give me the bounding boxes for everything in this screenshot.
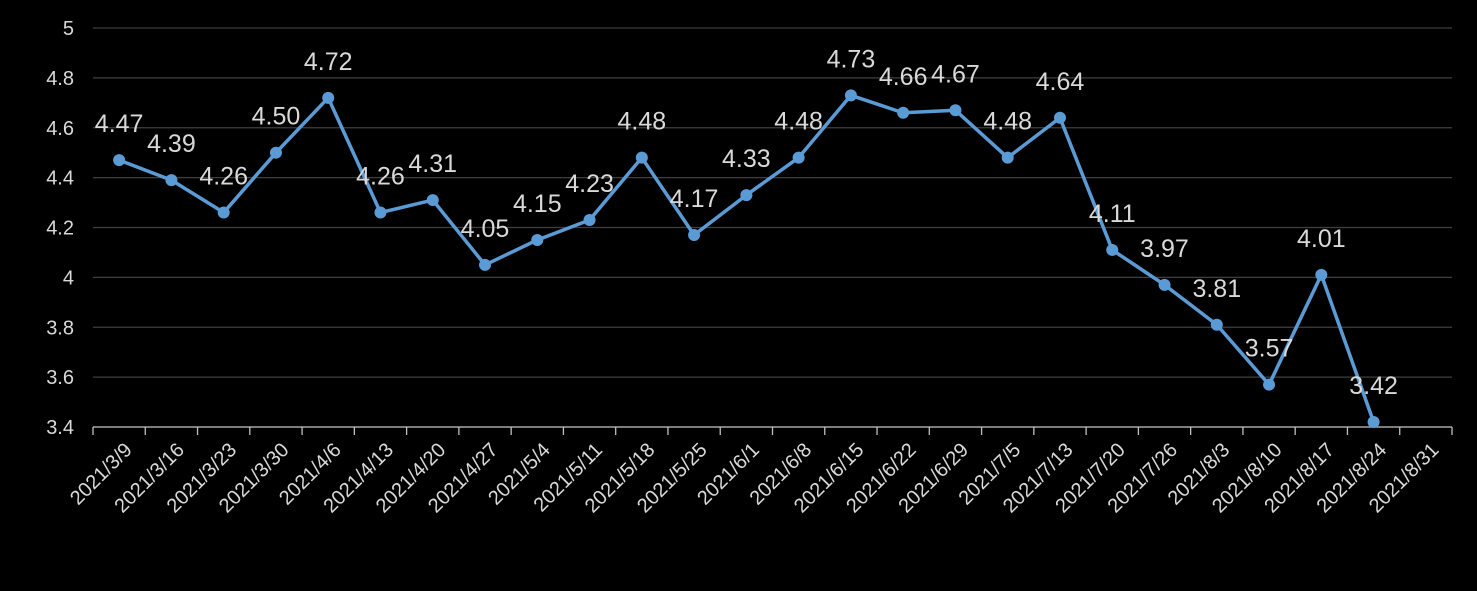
data-point <box>1263 378 1276 391</box>
y-tick-label: 3.4 <box>46 417 74 439</box>
data-point <box>897 106 910 119</box>
data-point <box>1106 243 1119 256</box>
data-label: 4.39 <box>147 130 196 158</box>
data-point <box>583 214 596 227</box>
y-tick-label: 3.8 <box>46 317 74 339</box>
data-point <box>531 233 544 246</box>
data-label: 4.47 <box>95 110 144 138</box>
data-point <box>1210 318 1223 331</box>
data-label: 4.72 <box>304 48 353 76</box>
data-point <box>792 151 805 164</box>
data-point <box>1158 278 1171 291</box>
data-point <box>844 89 857 102</box>
data-label: 4.48 <box>617 108 666 136</box>
y-tick-label: 4.8 <box>46 68 74 90</box>
data-point <box>113 154 126 167</box>
data-point <box>635 151 648 164</box>
y-tick-label: 5 <box>63 18 74 40</box>
data-label: 4.11 <box>1089 200 1136 228</box>
data-label: 3.57 <box>1245 335 1294 363</box>
data-point <box>1001 151 1014 164</box>
data-point <box>740 189 753 202</box>
data-label: 4.26 <box>356 163 405 191</box>
data-label: 4.67 <box>931 60 980 88</box>
data-point <box>688 228 701 241</box>
y-tick-label: 4 <box>63 267 74 289</box>
data-label: 4.48 <box>774 108 823 136</box>
y-tick-label: 3.6 <box>46 367 74 389</box>
data-label: 4.33 <box>722 145 771 173</box>
data-label: 4.64 <box>1036 68 1085 96</box>
data-label: 3.42 <box>1349 372 1398 400</box>
data-point <box>322 91 335 104</box>
y-tick-label: 4.6 <box>46 118 74 140</box>
data-label: 4.31 <box>408 150 457 178</box>
data-label: 4.01 <box>1297 225 1346 253</box>
data-point <box>426 194 439 207</box>
data-label: 3.97 <box>1140 235 1189 263</box>
data-point <box>269 146 282 159</box>
data-point <box>1053 111 1066 124</box>
data-point <box>1367 416 1380 429</box>
data-point <box>374 206 387 219</box>
data-point <box>1315 268 1328 281</box>
data-label: 4.17 <box>670 185 719 213</box>
y-tick-label: 4.2 <box>46 218 74 240</box>
data-label: 4.26 <box>199 163 248 191</box>
data-point <box>479 258 492 271</box>
data-label: 4.66 <box>879 63 928 91</box>
data-label: 4.23 <box>565 170 614 198</box>
data-label: 4.48 <box>983 108 1032 136</box>
data-label: 3.81 <box>1192 275 1241 303</box>
data-point <box>949 104 962 117</box>
data-label: 4.50 <box>252 103 301 131</box>
data-label: 4.73 <box>827 45 876 73</box>
data-label: 4.15 <box>513 190 562 218</box>
data-point <box>217 206 230 219</box>
y-tick-label: 4.4 <box>46 168 74 190</box>
data-label: 4.05 <box>461 215 510 243</box>
data-point <box>165 174 178 187</box>
